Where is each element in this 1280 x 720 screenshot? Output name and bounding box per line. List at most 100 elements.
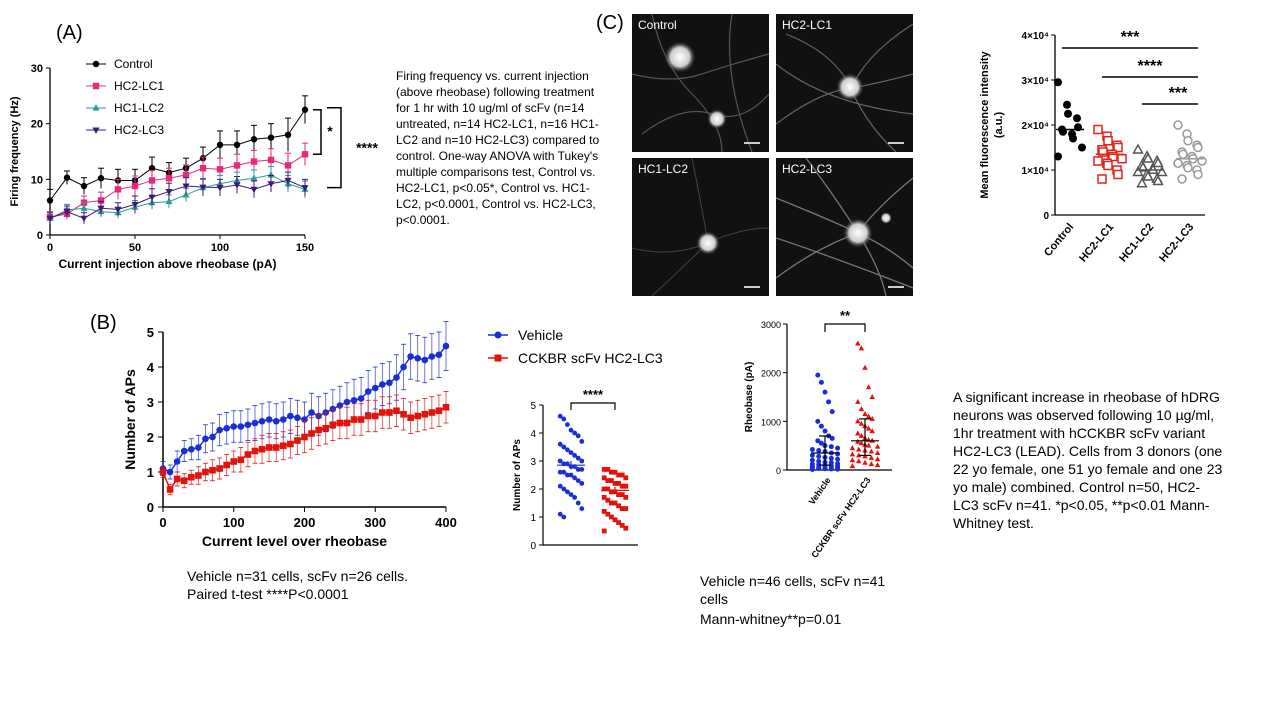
- data-point: [251, 447, 259, 455]
- data-point: [612, 500, 618, 506]
- data-point: [557, 469, 563, 475]
- data-point: [575, 478, 581, 483]
- legend-marker: [92, 127, 100, 134]
- data-point: [565, 422, 570, 427]
- data-point: [216, 166, 224, 173]
- data-point: [80, 204, 88, 211]
- data-point: [828, 444, 834, 450]
- data-point: [272, 444, 280, 451]
- data-point: [267, 134, 275, 141]
- data-point: [202, 435, 209, 443]
- data-point: [575, 455, 581, 461]
- y-axis-label: Mean fluorescence intensity: [979, 50, 991, 198]
- data-point: [1142, 170, 1154, 181]
- data-point: [862, 411, 868, 417]
- data-point: [1193, 169, 1203, 180]
- x-tick-label: 300: [364, 515, 386, 530]
- data-point: [1054, 152, 1062, 161]
- x-tick-label: 0: [47, 242, 53, 254]
- y-tick-label: 20: [31, 119, 43, 131]
- x-axis-label: Current injection above rheobase (pA): [58, 257, 276, 271]
- data-point: [216, 185, 224, 192]
- data-point: [619, 492, 625, 497]
- x-tick-label: 100: [211, 242, 229, 254]
- data-point: [858, 406, 865, 412]
- data-point: [1078, 143, 1086, 152]
- data-point: [1098, 147, 1108, 157]
- data-point: [1183, 136, 1193, 146]
- data-point: [601, 528, 607, 534]
- data-point: [816, 448, 822, 454]
- sig-bracket: [570, 402, 616, 410]
- data-point: [182, 171, 190, 179]
- panel-label-a: (A): [56, 22, 83, 44]
- data-point: [322, 424, 330, 432]
- x-tick-label: 200: [294, 515, 316, 530]
- data-point: [835, 445, 841, 451]
- data-point: [301, 433, 308, 441]
- data-point: [1073, 114, 1081, 123]
- data-point: [279, 442, 287, 450]
- data-point: [63, 209, 71, 216]
- data-point: [301, 151, 309, 158]
- y-axis-label: Firing frequency (Hz): [9, 96, 21, 206]
- sig-stars: ****: [1138, 58, 1164, 75]
- data-point: [1132, 143, 1144, 154]
- data-point: [265, 444, 273, 451]
- data-point: [565, 447, 570, 453]
- y-tick-label: 5: [530, 401, 536, 412]
- data-point: [287, 440, 294, 448]
- data-point: [816, 466, 822, 472]
- data-point: [188, 473, 195, 481]
- data-point: [849, 451, 856, 457]
- legend-marker: [92, 60, 100, 68]
- data-point: [199, 165, 207, 172]
- data-point: [371, 384, 379, 392]
- micrograph-label-hc2-lc1: HC2-LC1: [782, 18, 833, 32]
- data-point: [114, 206, 122, 214]
- y-tick-label: 2×10⁴: [1022, 121, 1050, 132]
- category-label: HC1-LC2: [1117, 221, 1156, 264]
- data-point: [421, 356, 429, 364]
- data-point: [605, 497, 611, 503]
- data-point: [874, 449, 881, 455]
- y-tick-label: 3000: [761, 320, 781, 330]
- data-point: [414, 354, 422, 362]
- data-point: [605, 467, 611, 472]
- data-point: [63, 174, 71, 181]
- data-point: [855, 458, 862, 464]
- sig-stars: ***: [1169, 85, 1188, 102]
- data-point: [284, 177, 292, 185]
- data-point: [816, 453, 822, 459]
- data-point: [609, 514, 614, 520]
- data-point: [601, 486, 607, 492]
- series-line: [49, 174, 306, 219]
- y-tick-label: 5: [147, 325, 154, 340]
- data-point: [166, 486, 174, 493]
- data-point: [619, 523, 625, 528]
- data-point: [1147, 163, 1159, 174]
- data-point: [165, 175, 173, 182]
- data-point: [1093, 156, 1103, 166]
- firing-frequency-chart: 0 10 20 30 0 50 100 150 Current injection above …: [9, 57, 378, 271]
- data-point: [421, 410, 429, 418]
- data-point: [258, 445, 266, 453]
- aps-line-chart: 0 1 2 3 4 5 0 100 200 300 400 Current level over rh…: [122, 321, 663, 549]
- sig-bracket: [824, 323, 866, 332]
- data-point: [233, 141, 241, 149]
- sig-star-2: ****: [356, 140, 378, 156]
- y-tick-label: 1×10⁴: [1022, 166, 1050, 177]
- data-point: [874, 462, 881, 468]
- data-point: [1113, 169, 1123, 180]
- data-point: [868, 461, 875, 467]
- data-point: [865, 425, 872, 431]
- data-point: [287, 412, 294, 420]
- data-point: [858, 432, 865, 438]
- data-point: [230, 458, 238, 465]
- data-point: [616, 472, 621, 478]
- data-point: [166, 468, 174, 476]
- data-point: [1069, 134, 1077, 143]
- data-point: [237, 423, 245, 430]
- legend-label: HC2-LC1: [114, 79, 164, 93]
- data-point: [442, 403, 450, 411]
